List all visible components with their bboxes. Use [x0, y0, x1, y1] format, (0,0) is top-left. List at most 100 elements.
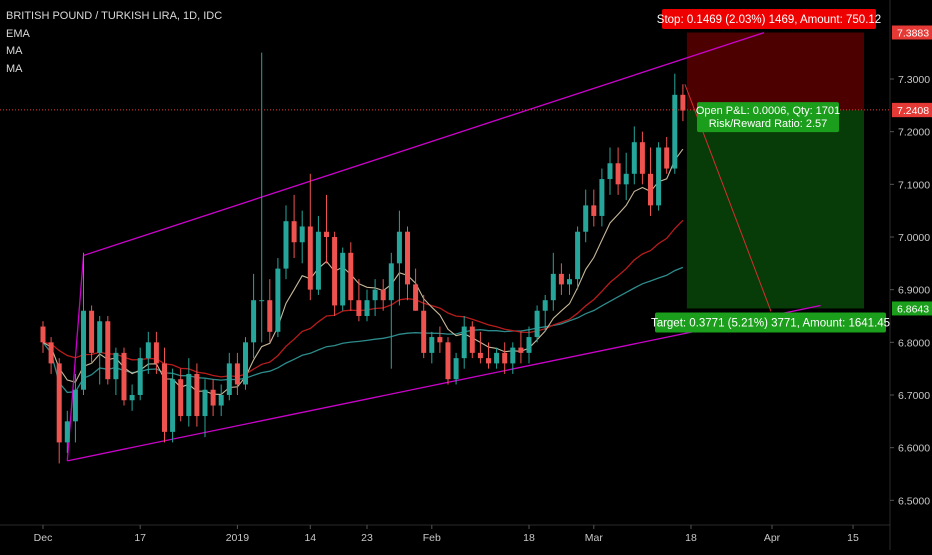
- x-tick-label: 23: [361, 532, 373, 544]
- candle: [648, 147, 653, 216]
- ma-slow-line: [42, 219, 684, 378]
- x-tick-label: 2019: [226, 532, 250, 544]
- candle: [583, 189, 589, 243]
- candle-body: [534, 310, 540, 338]
- candle: [607, 147, 613, 195]
- candle-body: [348, 252, 354, 301]
- candle: [672, 73, 678, 174]
- candle-body: [145, 342, 151, 359]
- candle: [89, 305, 95, 364]
- candle: [283, 205, 289, 280]
- candle-body: [550, 273, 556, 301]
- candle-body: [243, 342, 248, 385]
- candle: [234, 352, 240, 395]
- candle-body: [413, 284, 419, 311]
- candle: [40, 321, 46, 353]
- y-tick-label: 7.3000: [898, 74, 930, 86]
- candle: [518, 331, 524, 364]
- candle-body: [510, 347, 516, 364]
- candle-body: [194, 373, 200, 417]
- candle: [113, 347, 119, 395]
- candle: [243, 337, 248, 390]
- candle-body: [259, 300, 265, 302]
- risk-reward-text: Risk/Reward Ratio: 2.57: [709, 118, 828, 130]
- target-zone: [686, 110, 864, 309]
- candle-body: [299, 226, 305, 243]
- pnl-label-box: [697, 102, 839, 133]
- candle-body: [56, 363, 62, 443]
- candle: [380, 279, 386, 311]
- candle-body: [445, 342, 451, 380]
- candle: [664, 136, 670, 174]
- candle-body: [129, 395, 135, 401]
- candle-body: [680, 94, 686, 111]
- candle: [526, 326, 532, 364]
- candle: [315, 215, 321, 295]
- ma-long-line: [42, 266, 684, 394]
- candle: [558, 263, 564, 295]
- candle-body: [72, 389, 78, 422]
- candle: [226, 352, 232, 401]
- stop-label-box: [662, 9, 876, 29]
- candle-body: [615, 163, 621, 185]
- candle: [137, 347, 143, 401]
- candle: [186, 358, 192, 427]
- candle-body: [226, 363, 232, 395]
- candle-body: [153, 342, 159, 364]
- candle: [121, 347, 127, 406]
- candle-body: [656, 147, 662, 206]
- stop-label-text: Stop: 0.1469 (2.03%) 1469, Amount: 750.1…: [657, 14, 881, 26]
- candle-body: [170, 379, 176, 432]
- symbol-title: BRITISH POUND / TURKISH LIRA, 1D, IDC: [6, 10, 223, 22]
- candle: [429, 331, 435, 364]
- candle-body: [567, 279, 572, 285]
- candle-body: [40, 326, 46, 343]
- candle: [202, 379, 208, 438]
- x-tick-label: 18: [523, 532, 535, 544]
- candle: [591, 189, 597, 227]
- y-tick-label: 7.1000: [898, 179, 930, 191]
- candle: [656, 142, 662, 211]
- stop-price-badge-bg: [892, 25, 932, 40]
- candle-body: [48, 342, 54, 364]
- candle-body: [372, 289, 378, 301]
- candle-body: [583, 205, 589, 232]
- x-tick-label: 18: [685, 532, 697, 544]
- candle: [445, 337, 451, 385]
- candle: [178, 368, 184, 422]
- channel-left-line: [66, 255, 85, 461]
- candle-body: [575, 231, 581, 280]
- candle: [680, 84, 686, 122]
- candle: [356, 279, 362, 322]
- candle-body: [218, 395, 224, 406]
- candle-body: [639, 142, 645, 174]
- y-tick-label: 6.7000: [898, 390, 930, 402]
- candle: [72, 373, 78, 443]
- candle-body: [469, 326, 475, 353]
- target-price-badge-bg: [892, 301, 932, 316]
- candle-body: [380, 289, 386, 301]
- candle: [623, 152, 629, 201]
- target-label-box: [655, 312, 886, 333]
- candle-body: [388, 263, 394, 301]
- candle: [461, 316, 467, 369]
- candle-body: [186, 373, 192, 417]
- candle: [332, 231, 338, 316]
- candle: [413, 268, 419, 311]
- candle: [267, 279, 273, 343]
- candle: [639, 131, 645, 185]
- candle-body: [105, 321, 111, 380]
- candle: [129, 384, 135, 411]
- candle: [542, 294, 548, 332]
- indicator-ma-label: MA: [6, 45, 23, 57]
- candle-body: [81, 310, 86, 390]
- candle: [259, 52, 265, 343]
- y-tick-label: 6.9000: [898, 285, 930, 297]
- x-tick-label: Dec: [34, 532, 53, 544]
- entry-price-badge-bg: [892, 103, 932, 118]
- candle: [210, 379, 216, 417]
- y-tick-label: 7.2000: [898, 127, 930, 139]
- candle: [510, 342, 516, 374]
